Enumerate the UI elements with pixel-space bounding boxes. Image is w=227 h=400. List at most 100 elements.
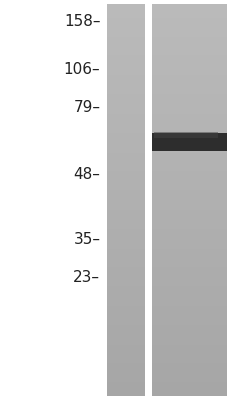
Bar bbox=[107, 37, 144, 39]
Bar bbox=[151, 88, 226, 90]
Bar bbox=[107, 90, 144, 92]
Bar bbox=[151, 314, 226, 316]
Bar bbox=[107, 69, 144, 71]
Bar bbox=[151, 118, 226, 120]
Bar bbox=[107, 231, 144, 233]
Bar bbox=[151, 290, 226, 292]
Bar bbox=[107, 110, 144, 112]
Bar bbox=[107, 22, 144, 24]
Bar bbox=[107, 235, 144, 237]
Bar bbox=[107, 312, 144, 314]
Bar bbox=[107, 222, 144, 224]
Bar bbox=[151, 394, 226, 396]
Bar bbox=[151, 272, 226, 274]
Text: 48–: 48– bbox=[73, 166, 100, 182]
Bar bbox=[107, 88, 144, 90]
Bar bbox=[151, 372, 226, 374]
Bar bbox=[151, 302, 226, 304]
Bar bbox=[151, 96, 226, 98]
Bar bbox=[151, 265, 226, 267]
Bar bbox=[107, 206, 144, 208]
Bar bbox=[151, 51, 226, 53]
Bar bbox=[151, 310, 226, 312]
Bar bbox=[107, 200, 144, 202]
Bar bbox=[151, 284, 226, 286]
Bar bbox=[107, 104, 144, 106]
Bar bbox=[107, 239, 144, 241]
Bar bbox=[151, 192, 226, 194]
Bar bbox=[151, 22, 226, 24]
Bar bbox=[151, 378, 226, 380]
Bar bbox=[151, 355, 226, 357]
Bar bbox=[107, 26, 144, 28]
Bar bbox=[107, 78, 144, 80]
Bar bbox=[107, 196, 144, 198]
Bar bbox=[151, 280, 226, 282]
Bar bbox=[151, 130, 226, 131]
Bar bbox=[151, 235, 226, 237]
Bar bbox=[151, 208, 226, 210]
Bar bbox=[107, 361, 144, 363]
Bar bbox=[151, 184, 226, 186]
Bar bbox=[151, 276, 226, 278]
Bar bbox=[107, 198, 144, 200]
Bar bbox=[107, 288, 144, 290]
Bar bbox=[151, 82, 226, 84]
Bar bbox=[151, 365, 226, 366]
Bar bbox=[107, 55, 144, 57]
Bar bbox=[107, 296, 144, 298]
Bar bbox=[107, 139, 144, 141]
Bar bbox=[107, 147, 144, 149]
Bar bbox=[151, 228, 226, 230]
Bar bbox=[151, 128, 226, 130]
Bar bbox=[107, 380, 144, 382]
Bar bbox=[151, 34, 226, 35]
Bar bbox=[107, 6, 144, 8]
Bar bbox=[151, 65, 226, 67]
Bar bbox=[151, 39, 226, 41]
Bar bbox=[151, 312, 226, 314]
Text: 79–: 79– bbox=[73, 100, 100, 115]
Bar bbox=[107, 249, 144, 251]
Bar bbox=[151, 32, 226, 34]
Bar bbox=[107, 259, 144, 261]
Bar bbox=[107, 368, 144, 370]
Bar bbox=[107, 106, 144, 108]
Bar bbox=[107, 63, 144, 65]
Bar bbox=[151, 304, 226, 306]
Bar bbox=[107, 245, 144, 247]
Bar bbox=[151, 61, 226, 63]
Bar bbox=[107, 372, 144, 374]
Bar bbox=[151, 172, 226, 174]
Bar bbox=[151, 63, 226, 65]
Bar bbox=[151, 326, 226, 327]
Bar bbox=[151, 20, 226, 22]
Bar bbox=[107, 274, 144, 276]
Bar bbox=[107, 318, 144, 320]
Bar bbox=[107, 263, 144, 265]
Bar bbox=[151, 261, 226, 263]
Bar bbox=[107, 237, 144, 239]
Bar bbox=[151, 98, 226, 100]
Bar bbox=[107, 382, 144, 384]
Bar bbox=[107, 294, 144, 296]
Bar bbox=[107, 226, 144, 228]
Bar bbox=[151, 324, 226, 326]
Bar bbox=[151, 16, 226, 18]
Bar bbox=[107, 24, 144, 26]
Bar bbox=[107, 45, 144, 47]
Bar bbox=[151, 278, 226, 280]
Bar bbox=[151, 384, 226, 386]
Bar bbox=[107, 194, 144, 196]
Bar bbox=[151, 157, 226, 159]
Bar bbox=[107, 96, 144, 98]
Bar bbox=[151, 141, 226, 143]
Bar bbox=[151, 318, 226, 320]
Bar bbox=[107, 392, 144, 394]
Bar bbox=[151, 212, 226, 214]
Bar bbox=[107, 386, 144, 388]
Bar bbox=[151, 24, 226, 26]
Bar bbox=[107, 163, 144, 165]
Bar bbox=[107, 51, 144, 53]
Bar bbox=[107, 167, 144, 169]
